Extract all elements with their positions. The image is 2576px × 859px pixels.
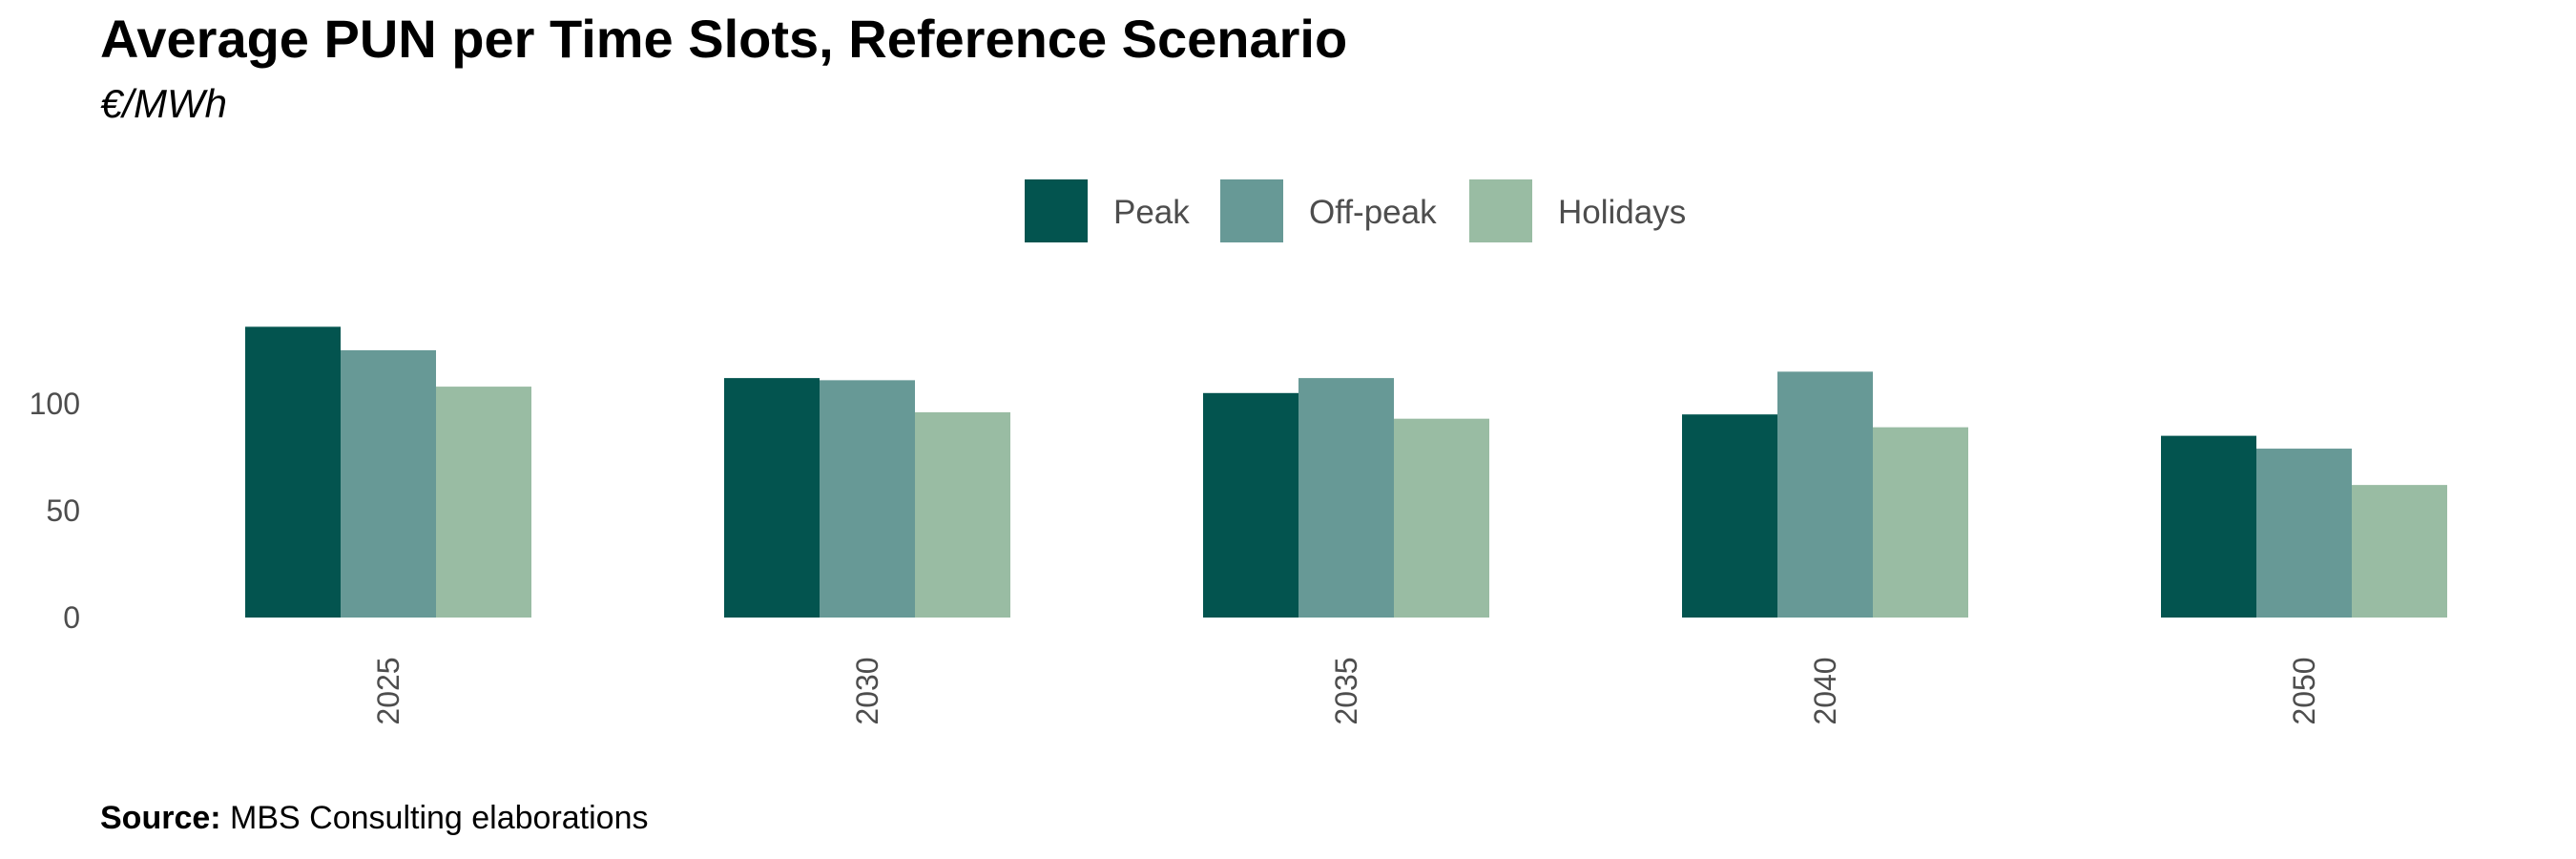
x-tick-label: 2030 bbox=[850, 657, 884, 724]
bar-off-peak-2030 bbox=[820, 380, 915, 618]
bar-off-peak-2040 bbox=[1777, 371, 1873, 618]
bar-peak-2050 bbox=[2161, 435, 2256, 618]
bar-off-peak-2050 bbox=[2256, 449, 2352, 618]
bar-holidays-2050 bbox=[2352, 485, 2447, 618]
legend-label: Holidays bbox=[1558, 194, 1686, 231]
legend-label: Off-peak bbox=[1309, 194, 1437, 231]
legend-swatch-peak bbox=[1025, 179, 1088, 242]
x-axis: 2025 2030 2035 2040 2050 bbox=[371, 657, 2321, 724]
legend-swatch-off-peak bbox=[1220, 179, 1283, 242]
bar-off-peak-2035 bbox=[1298, 378, 1394, 618]
legend-label: Peak bbox=[1113, 194, 1190, 231]
source-label: Source: bbox=[100, 800, 221, 836]
bar-off-peak-2025 bbox=[341, 350, 436, 618]
y-tick-label: 100 bbox=[30, 387, 80, 421]
bars bbox=[245, 326, 2447, 618]
bar-peak-2025 bbox=[245, 326, 341, 618]
chart-subtitle: €/MWh bbox=[100, 81, 228, 126]
y-axis: 0 50 100 bbox=[30, 387, 80, 635]
chart-title: Average PUN per Time Slots, Reference Sc… bbox=[100, 9, 1348, 69]
x-tick-label: 2040 bbox=[1808, 657, 1842, 724]
bar-peak-2035 bbox=[1203, 392, 1298, 618]
bar-holidays-2040 bbox=[1873, 427, 1968, 618]
bar-holidays-2025 bbox=[436, 387, 531, 618]
y-tick-label: 0 bbox=[63, 600, 80, 635]
bar-holidays-2035 bbox=[1394, 418, 1489, 618]
legend: Peak Off-peak Holidays bbox=[1025, 179, 1686, 242]
y-tick-label: 50 bbox=[46, 493, 80, 528]
legend-swatch-holidays bbox=[1469, 179, 1532, 242]
source-note: Source: MBS Consulting elaborations bbox=[100, 800, 649, 837]
source-text: MBS Consulting elaborations bbox=[220, 800, 649, 836]
x-tick-label: 2025 bbox=[371, 657, 405, 724]
x-tick-label: 2050 bbox=[2287, 657, 2321, 724]
x-tick-label: 2035 bbox=[1329, 657, 1363, 724]
bar-holidays-2030 bbox=[915, 411, 1010, 618]
bar-peak-2040 bbox=[1682, 414, 1777, 618]
bar-peak-2030 bbox=[724, 378, 820, 618]
